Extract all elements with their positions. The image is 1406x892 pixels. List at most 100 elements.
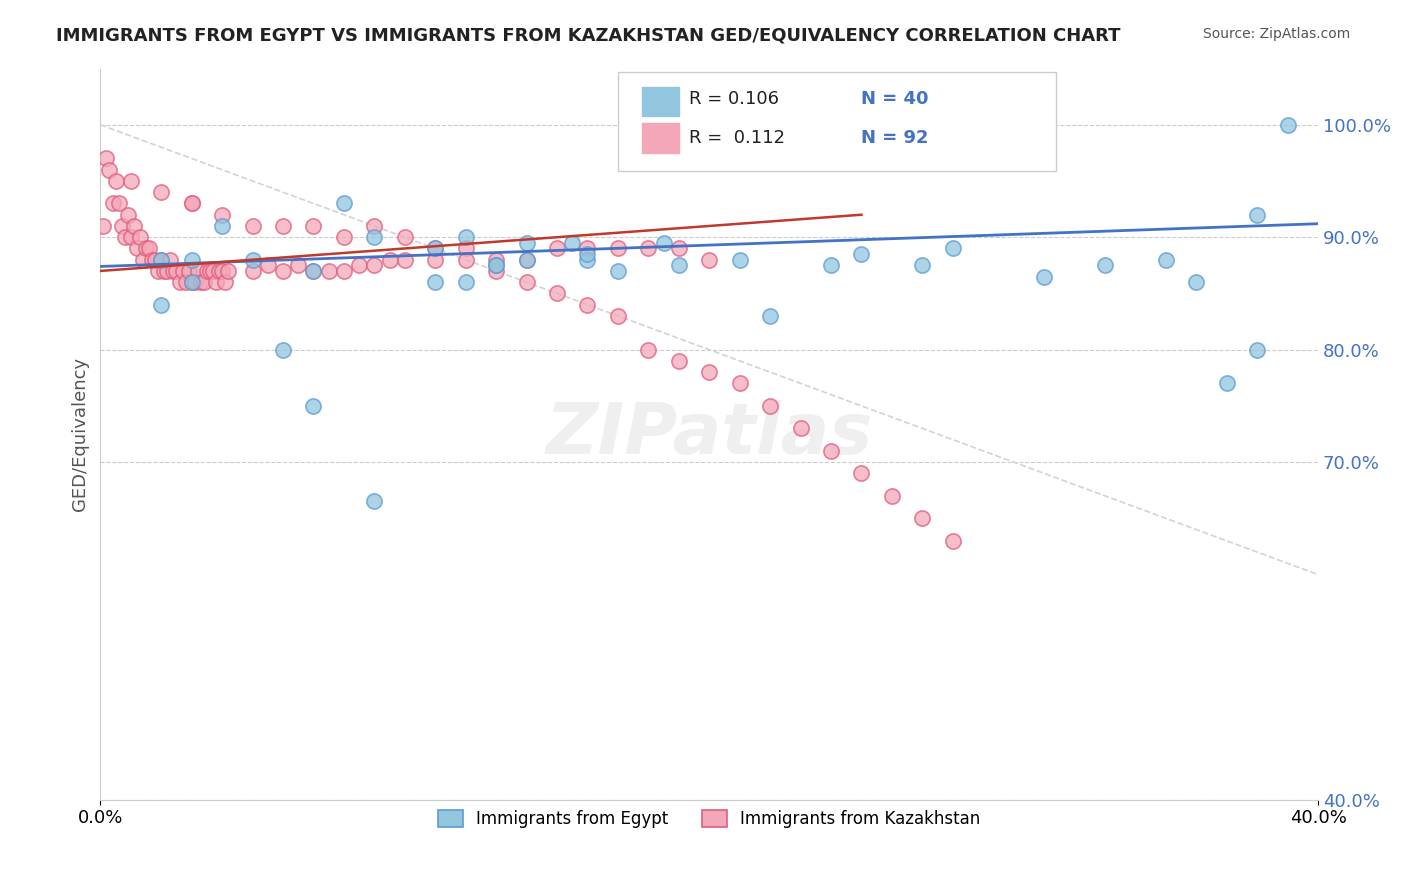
Point — [135, 242, 157, 256]
Point — [193, 275, 215, 289]
Text: ZIPatlas: ZIPatlas — [546, 400, 873, 468]
Point — [101, 196, 124, 211]
Point — [1277, 118, 1299, 132]
Point — [347, 258, 370, 272]
Point — [728, 252, 751, 267]
Text: Source: ZipAtlas.com: Source: ZipAtlas.com — [1202, 27, 1350, 41]
Point — [576, 242, 599, 256]
Point — [120, 230, 142, 244]
Point — [183, 275, 205, 289]
Point — [668, 242, 690, 256]
Text: R = 0.106: R = 0.106 — [689, 90, 779, 108]
Point — [606, 264, 628, 278]
Point — [728, 376, 751, 391]
Point — [150, 186, 173, 200]
Point — [1246, 208, 1268, 222]
Point — [485, 252, 508, 267]
Point — [180, 196, 202, 211]
Point — [363, 258, 385, 272]
Point — [637, 343, 659, 357]
Point — [485, 258, 508, 272]
Point — [546, 242, 568, 256]
Point — [606, 309, 628, 323]
Point — [150, 252, 173, 267]
Point — [425, 252, 447, 267]
Point — [242, 264, 264, 278]
Point — [114, 230, 136, 244]
Point — [169, 275, 191, 289]
Point — [111, 219, 134, 233]
Point — [104, 174, 127, 188]
Point — [394, 252, 416, 267]
Point — [516, 252, 538, 267]
Point — [271, 219, 294, 233]
Point — [697, 365, 720, 379]
Point — [180, 252, 202, 267]
Point — [302, 264, 325, 278]
Point — [789, 421, 811, 435]
Point — [107, 196, 129, 211]
Point — [159, 252, 181, 267]
Text: IMMIGRANTS FROM EGYPT VS IMMIGRANTS FROM KAZAKHSTAN GED/EQUIVALENCY CORRELATION : IMMIGRANTS FROM EGYPT VS IMMIGRANTS FROM… — [56, 27, 1121, 45]
Point — [211, 208, 233, 222]
Point — [516, 235, 538, 250]
Point — [1154, 252, 1177, 267]
Point — [576, 247, 599, 261]
Point — [117, 208, 139, 222]
Point — [911, 258, 934, 272]
Point — [125, 242, 148, 256]
Point — [546, 286, 568, 301]
Point — [561, 235, 583, 250]
Point — [256, 258, 278, 272]
Point — [150, 298, 173, 312]
Point — [242, 252, 264, 267]
Point — [148, 264, 170, 278]
Point — [880, 489, 903, 503]
Point — [172, 264, 194, 278]
Point — [425, 275, 447, 289]
Point — [143, 252, 166, 267]
Point — [96, 152, 118, 166]
Point — [363, 230, 385, 244]
Point — [668, 354, 690, 368]
Point — [211, 219, 233, 233]
Point — [911, 511, 934, 525]
Point — [138, 242, 160, 256]
Point — [759, 309, 782, 323]
Point — [363, 219, 385, 233]
Y-axis label: GED/Equivalency: GED/Equivalency — [72, 357, 89, 511]
Point — [394, 230, 416, 244]
Point — [180, 275, 202, 289]
Point — [162, 264, 184, 278]
Point — [851, 467, 873, 481]
Point — [378, 252, 401, 267]
Point — [1216, 376, 1239, 391]
Point — [271, 264, 294, 278]
Point — [318, 264, 340, 278]
Point — [454, 275, 477, 289]
Point — [652, 235, 675, 250]
Point — [333, 230, 356, 244]
Point — [302, 264, 325, 278]
Point — [150, 252, 173, 267]
Point — [333, 264, 356, 278]
Legend: Immigrants from Egypt, Immigrants from Kazakhstan: Immigrants from Egypt, Immigrants from K… — [432, 804, 987, 835]
Point — [576, 298, 599, 312]
FancyBboxPatch shape — [617, 72, 1056, 171]
Point — [93, 219, 115, 233]
Point — [156, 264, 179, 278]
Point — [333, 196, 356, 211]
Text: N = 92: N = 92 — [862, 129, 929, 147]
Text: N = 40: N = 40 — [862, 90, 929, 108]
Point — [153, 264, 176, 278]
Point — [942, 533, 965, 548]
Point — [1094, 258, 1116, 272]
Point — [697, 252, 720, 267]
Point — [942, 242, 965, 256]
Bar — [643, 87, 679, 116]
Point — [576, 252, 599, 267]
Point — [1033, 269, 1056, 284]
Point — [820, 443, 842, 458]
Point — [198, 264, 221, 278]
Point — [190, 275, 212, 289]
